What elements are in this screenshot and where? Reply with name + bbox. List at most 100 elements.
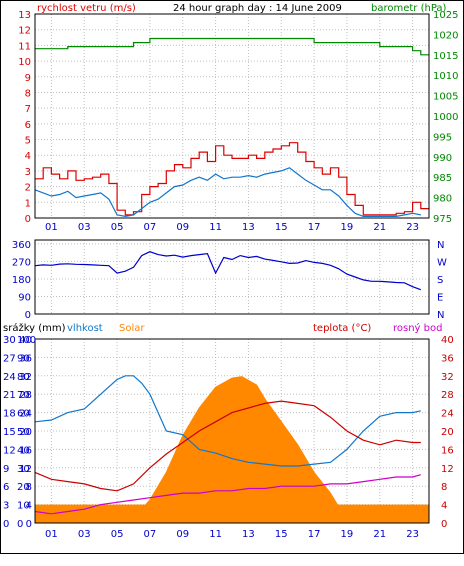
- panel3-x-tick-label: 11: [209, 529, 222, 540]
- panel3-temp-right-tick-label: 4: [441, 501, 447, 512]
- chart-title: 24 hour graph day : 14 June 2009: [173, 3, 342, 14]
- panel3-x-tick-label: 03: [78, 529, 91, 540]
- panel3-plot-area: [34, 338, 430, 524]
- panel3-x-ticks: 01 03 05 07 09 11 13 15 17 19 21 23: [45, 529, 419, 540]
- panel3-rain-tick-label: 18: [3, 409, 16, 420]
- panel2-plot-area: [34, 239, 430, 315]
- panel1-right-tick-label: 1015: [433, 51, 458, 62]
- panel1-right-tick-label: 985: [433, 173, 452, 184]
- panel1-x-tick-label: 23: [406, 222, 419, 233]
- panel2-left-tick-label: 0: [25, 310, 31, 321]
- panel1-x-tick-label: 21: [373, 222, 386, 233]
- panel3-x-tick-label: 21: [373, 529, 386, 540]
- panel1-x-tick-label: 19: [341, 222, 354, 233]
- panel3-x-tick-label: 05: [111, 529, 124, 540]
- panel3-rain-tick-label: 12: [3, 445, 16, 456]
- panel3-temp-left-tick-label: 0: [26, 519, 32, 530]
- panel2-direction-letter: N: [437, 310, 444, 321]
- temperature-axis-label: teplota (°C): [313, 323, 371, 334]
- panel1-right-ticks: 975 980 985 990 995 1000 1005 1010 1015 1020 1025: [433, 10, 458, 225]
- panel1-left-tick-label: 7: [25, 104, 31, 115]
- panel3-temp-left-tick-label: 16: [19, 445, 32, 456]
- panel3-temp-right-tick-label: 16: [441, 445, 454, 456]
- panel3-temp-left-tick-label: 40: [19, 335, 32, 346]
- panel1-right-tick-label: 1020: [433, 30, 458, 41]
- chart-frame: rychlost vetru (m/s) 24 hour graph day :…: [0, 0, 464, 554]
- panel2-left-tick-label: 90: [18, 292, 31, 303]
- panel3-temp-right-tick-label: 40: [441, 335, 454, 346]
- panel3-rain-tick-label: 27: [3, 353, 16, 364]
- panel1-left-tick-label: 4: [25, 151, 31, 162]
- panel3-rain-tick-label: 3: [3, 501, 9, 512]
- panel1-right-tick-label: 1010: [433, 71, 458, 82]
- panel2-direction-letter: N: [437, 240, 444, 251]
- panel1-x-tick-label: 09: [176, 222, 189, 233]
- panel3-humidity-tick-label: 10: [17, 501, 30, 512]
- pressure-axis-label: barometr (hPa): [371, 3, 447, 14]
- panel1-left-tick-label: 8: [25, 88, 31, 99]
- panel1-left-tick-label: 12: [18, 26, 31, 37]
- dewpoint-line: [34, 474, 421, 515]
- panel2-series: [34, 251, 422, 291]
- panel3-x-tick-label: 07: [144, 529, 157, 540]
- solar-area: [35, 376, 429, 524]
- panel1-x-tick-label: 05: [111, 222, 124, 233]
- humidity-line: [34, 375, 421, 467]
- panel3-temp-right-tick-label: 24: [441, 409, 454, 420]
- rain-bar: [35, 504, 429, 523]
- panel3-x-tick-label: 19: [341, 529, 354, 540]
- panel1-right-tick-label: 990: [433, 153, 452, 164]
- rain-axis-label: srážky (mm): [3, 322, 66, 334]
- weather-graph: rychlost vetru (m/s) 24 hour graph day :…: [3, 3, 458, 540]
- panel1-x-tick-label: 07: [144, 222, 157, 233]
- panel2-left-ticks: 0 90 180 270 360: [12, 240, 31, 321]
- panel3-temp-right-tick-label: 20: [441, 427, 454, 438]
- panel1-right-tick-label: 975: [433, 214, 452, 225]
- panel3-humidity-tick-label: 0: [17, 519, 23, 530]
- pressure-line: [35, 37, 429, 56]
- panel1-x-tick-label: 11: [209, 222, 222, 233]
- panel3-humidity-tick-label: 90: [17, 353, 30, 364]
- panel3-temp-right-tick-label: 12: [441, 464, 454, 475]
- panel2-grid: [35, 240, 429, 315]
- panel1-x-tick-label: 13: [242, 222, 255, 233]
- humidity-axis-label: vlhkost: [67, 323, 103, 334]
- wind-speed-axis-label: rychlost vetru (m/s): [37, 3, 136, 14]
- panel1-x-tick-label: 17: [308, 222, 321, 233]
- panel1-left-tick-label: 9: [25, 73, 31, 84]
- panel1-right-tick-label: 980: [433, 194, 452, 205]
- panel3-temp-left-tick-label: 8: [26, 482, 32, 493]
- panel3-temp-right-tick-label: 8: [441, 482, 447, 493]
- panel3-humidity-tick-label: 30: [17, 464, 30, 475]
- panel3-humidity-tick-label: 80: [17, 372, 30, 383]
- panel3-humidity-tick-label: 60: [17, 409, 30, 420]
- panel1-left-tick-label: 3: [25, 167, 31, 178]
- panel1-x-tick-label: 15: [275, 222, 288, 233]
- panel1-right-tick-label: 1005: [433, 92, 458, 103]
- panel3-humidity-tick-label: 100: [17, 335, 36, 346]
- panel1-left-tick-label: 11: [18, 41, 31, 52]
- panel3-humidity-tick-label: 20: [17, 482, 30, 493]
- panel3-x-tick-label: 15: [275, 529, 288, 540]
- panel2-direction-letter: S: [437, 275, 443, 286]
- panel1-x-ticks: 01 03 05 07 09 11 13 15 17 19 21 23: [45, 222, 419, 233]
- panel3-temp-left-tick-label: 28: [19, 390, 32, 401]
- panel3-x-tick-label: 09: [176, 529, 189, 540]
- panel1-right-tick-label: 995: [433, 132, 452, 143]
- panel2-direction-letter: W: [437, 257, 447, 268]
- panel2-left-tick-label: 180: [12, 275, 31, 286]
- panel3-x-tick-label: 17: [308, 529, 321, 540]
- panel1-left-tick-label: 0: [25, 214, 31, 225]
- temperature-line: [34, 400, 421, 492]
- panel2-left-tick-label: 360: [12, 240, 31, 251]
- panel1-left-tick-label: 13: [18, 10, 31, 21]
- panel3-temp-right-tick-label: 28: [441, 390, 454, 401]
- panel1-left-tick-label: 1: [25, 198, 31, 209]
- panel3-rain-tick-label: 0: [3, 519, 9, 530]
- panel1-plot-area: [34, 13, 430, 219]
- panel1-left-tick-label: 2: [25, 183, 31, 194]
- panel1-left-tick-label: 5: [25, 136, 31, 147]
- panel3-temperature-right-ticks: 0 4 8 12 16 20 24 28 32 36 40: [441, 335, 454, 530]
